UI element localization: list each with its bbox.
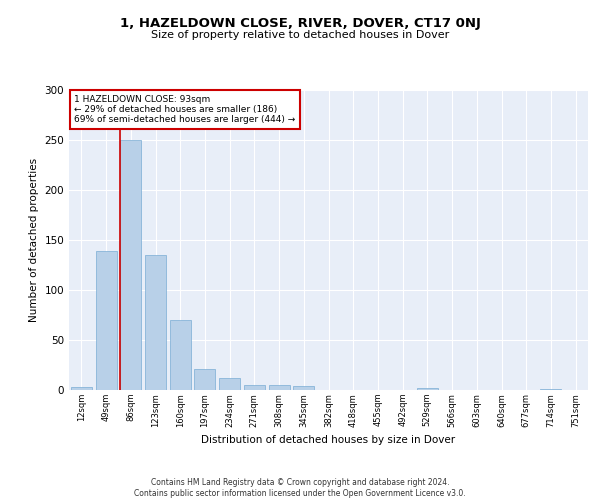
Y-axis label: Number of detached properties: Number of detached properties xyxy=(29,158,39,322)
Bar xyxy=(120,140,141,390)
X-axis label: Distribution of detached houses by size in Dover: Distribution of detached houses by size … xyxy=(202,435,455,445)
Bar xyxy=(170,320,191,390)
Bar xyxy=(219,378,240,390)
Bar xyxy=(71,387,92,390)
Bar xyxy=(417,388,438,390)
Bar xyxy=(293,386,314,390)
Text: Size of property relative to detached houses in Dover: Size of property relative to detached ho… xyxy=(151,30,449,40)
Bar xyxy=(145,255,166,390)
Bar xyxy=(541,389,562,390)
Bar xyxy=(269,385,290,390)
Bar xyxy=(244,385,265,390)
Bar xyxy=(194,369,215,390)
Text: 1 HAZELDOWN CLOSE: 93sqm
← 29% of detached houses are smaller (186)
69% of semi-: 1 HAZELDOWN CLOSE: 93sqm ← 29% of detach… xyxy=(74,94,295,124)
Text: Contains HM Land Registry data © Crown copyright and database right 2024.
Contai: Contains HM Land Registry data © Crown c… xyxy=(134,478,466,498)
Text: 1, HAZELDOWN CLOSE, RIVER, DOVER, CT17 0NJ: 1, HAZELDOWN CLOSE, RIVER, DOVER, CT17 0… xyxy=(119,18,481,30)
Bar xyxy=(95,251,116,390)
